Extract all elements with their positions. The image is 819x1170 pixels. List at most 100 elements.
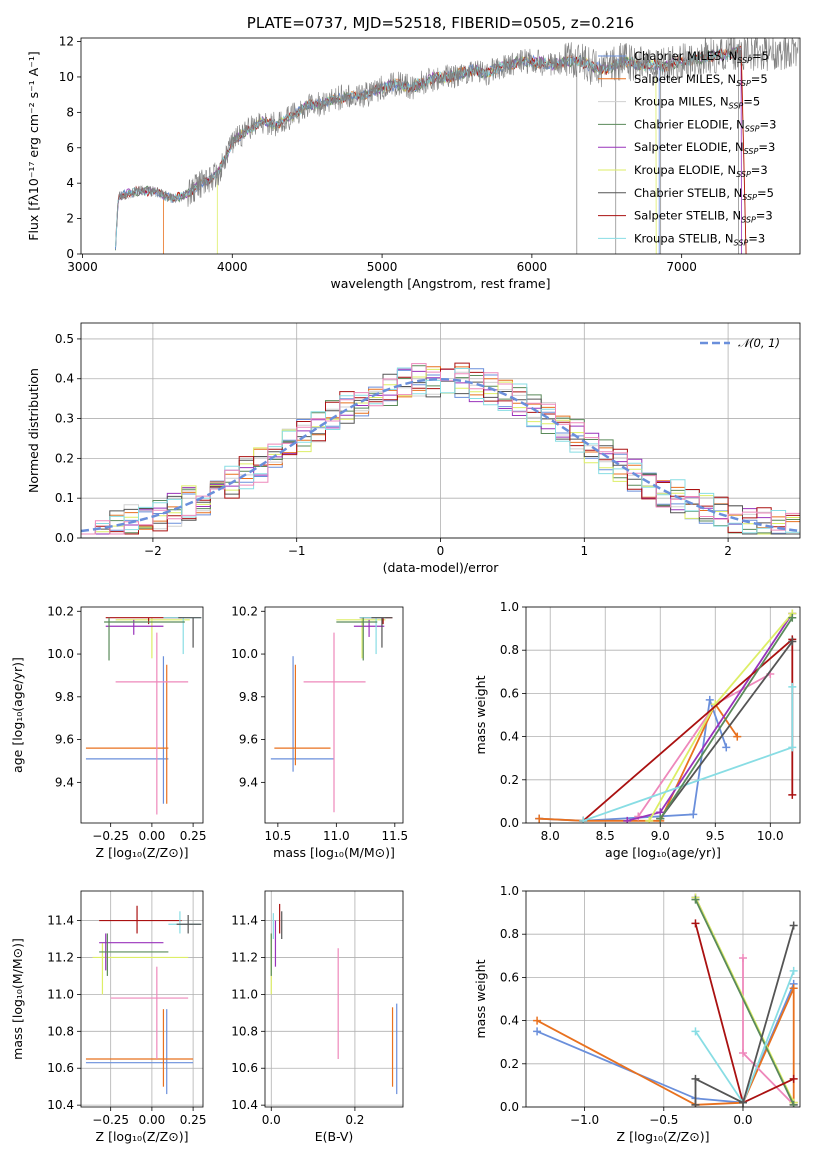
y-tick-label: 9.6 — [239, 733, 258, 747]
y-axis-label: age [log₁₀(age/yr)] — [10, 657, 25, 773]
axes-frame — [80, 606, 204, 824]
y-axis-label: mass weight — [473, 675, 488, 754]
mass-weight-line-c6 — [694, 897, 795, 1104]
y-tick-label: 9.4 — [239, 775, 258, 789]
legend-sub: SSP — [744, 147, 759, 156]
y-tick-label: 10 — [59, 70, 74, 84]
y-tick-label: 0.2 — [55, 451, 74, 465]
axes-frame — [264, 890, 404, 1108]
legend-text: =5 — [752, 49, 769, 63]
plot-area — [115, 38, 799, 254]
y-tick-label: 0.0 — [55, 531, 74, 545]
marker-plus-c4 — [691, 895, 700, 904]
y-tick-label: 0.2 — [500, 1057, 519, 1071]
marker-plus-c6 — [645, 816, 654, 823]
plot-area — [81, 362, 800, 535]
x-tick-label: 9.0 — [651, 829, 670, 843]
y-tick-label: 9.8 — [239, 690, 258, 704]
plot-area — [535, 609, 797, 823]
marker-plus-c5 — [623, 816, 632, 823]
panel-mass_Z: −0.25 0.00 0.25 10.4 10.6 10.8 11.0 11.2 11.4 Z [… — [10, 890, 206, 1144]
y-tick-label: 11.2 — [231, 950, 258, 964]
y-tick-label: 11.2 — [47, 950, 74, 964]
y-tick-label: 0.0 — [500, 1100, 519, 1114]
legend-label: Kroupa STELIB, NSSP=3 — [634, 231, 765, 247]
x-tick-label: 0.2 — [345, 1113, 364, 1127]
x-tick-label: 9.5 — [706, 829, 725, 843]
y-tick-label: 0.0 — [500, 816, 519, 830]
marker-plus-c7 — [691, 1074, 700, 1083]
y-tick-label: 0 — [66, 247, 74, 261]
axes: 0.0 0.2 10.4 10.6 10.8 11.0 11.2 11.4 E(B-V) — [231, 890, 404, 1144]
plot-area — [270, 903, 398, 1095]
plot-area — [533, 893, 798, 1107]
x-axis-label: mass [log₁₀(M/M⊙)] — [273, 845, 395, 860]
marker-plus-c7 — [789, 921, 798, 930]
legend-text: =3 — [758, 140, 775, 154]
marker-plus-c7 — [691, 1100, 700, 1107]
chart-title: PLATE=0737, MJD=52518, FIBERID=0505, z=0… — [247, 14, 634, 32]
x-tick-label: −0.25 — [92, 1113, 129, 1127]
marker-plus-c9 — [789, 966, 798, 975]
legend-text: =3 — [760, 117, 777, 131]
y-tick-label: 9.4 — [55, 775, 74, 789]
legend-text: =3 — [756, 209, 773, 223]
y-tick-label: 0.4 — [500, 730, 519, 744]
marker-plus-pink — [738, 953, 747, 962]
legend-text: Kroupa STELIB, N — [634, 231, 734, 245]
y-tick-label: 0.1 — [55, 491, 74, 505]
y-tick-label: 10.0 — [231, 647, 258, 661]
marker-plus-c9 — [788, 743, 797, 752]
legend-sub: SSP — [736, 79, 751, 88]
marker-plus-c8 — [789, 1074, 798, 1083]
legend-label: Salpeter STELIB, NSSP=3 — [634, 209, 773, 225]
y-tick-label: 0.4 — [500, 1014, 519, 1028]
y-tick-label: 11.4 — [47, 914, 74, 928]
y-tick-label: 10.2 — [231, 604, 258, 618]
legend-sub: SSP — [745, 124, 760, 133]
x-tick-label: 6000 — [517, 260, 548, 274]
model-line-c3 — [116, 48, 742, 223]
mass-weight-line-c4 — [659, 617, 794, 820]
legend-text: Chabrier ELODIE, N — [634, 117, 745, 131]
marker-plus-c9 — [788, 682, 797, 691]
x-tick-label: 11.5 — [381, 829, 408, 843]
x-tick-label: 2 — [724, 544, 732, 558]
y-tick-label: 2 — [66, 212, 74, 226]
x-tick-label: 10.0 — [757, 829, 784, 843]
x-tick-label: 3000 — [67, 260, 98, 274]
mass-weight-line-c7 — [694, 925, 795, 1105]
y-tick-label: 0.8 — [500, 927, 519, 941]
x-tick-label: −2 — [144, 544, 162, 558]
x-tick-label: 0.25 — [180, 829, 207, 843]
marker-plus-c7 — [738, 1098, 747, 1107]
legend-text: =3 — [748, 231, 765, 245]
plot-area — [85, 905, 202, 1095]
x-tick-label: 4000 — [217, 260, 248, 274]
x-tick-label: 10.5 — [265, 829, 292, 843]
axes-frame — [525, 606, 801, 824]
mass-weight-line-c7 — [659, 641, 794, 820]
legend-label: 𝒩(0, 1) — [738, 336, 780, 350]
grid — [81, 891, 203, 1107]
legend-sub: SSP — [736, 170, 751, 179]
grid — [265, 891, 403, 1107]
legend-label: Salpeter ELODIE, NSSP=3 — [634, 140, 775, 156]
histogram-c7 — [81, 373, 800, 535]
panel-residuals: −2 −1 0 1 2 0.0 0.1 0.2 0.3 0.4 0.5 (data-model)/er… — [26, 322, 801, 575]
x-tick-label: 7000 — [666, 260, 697, 274]
y-axis-label: Flux [fλ10⁻¹⁷ erg cm⁻² s⁻¹ A⁻¹] — [26, 51, 41, 240]
x-tick-label: −1.0 — [570, 1113, 599, 1127]
x-tick-label: 0 — [437, 544, 445, 558]
plot-area — [270, 617, 393, 813]
mass-weight-line-c2 — [539, 702, 739, 822]
x-tick-label: −1 — [288, 544, 306, 558]
x-tick-label: 11.0 — [323, 829, 350, 843]
legend-label: Kroupa ELODIE, NSSP=3 — [634, 163, 768, 179]
mass-weight-line-c1 — [536, 983, 795, 1104]
x-tick-label: 0.00 — [139, 829, 166, 843]
marker-plus-c4 — [788, 613, 797, 622]
axes: −0.25 0.00 0.25 9.4 9.6 9.8 10.0 10.2 Z [log₁₀(Z… — [10, 604, 206, 860]
marker-plus-c4 — [656, 814, 665, 823]
